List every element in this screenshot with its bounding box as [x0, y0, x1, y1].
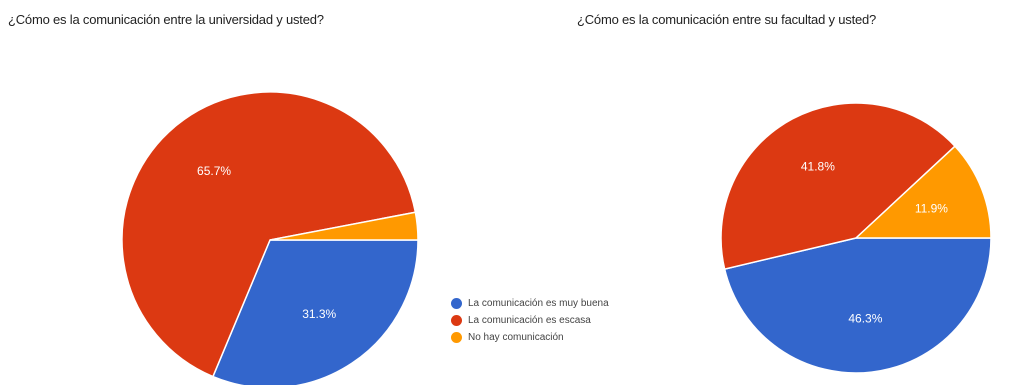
pie-chart-universidad: 31.3% 65.7% — [121, 91, 419, 385]
chart-title-universidad: ¿Cómo es la comunicación entre la univer… — [8, 12, 324, 27]
universidad-slice-no-hay — [269, 211, 419, 241]
legend-label-escasa: La comunicación es escasa — [468, 315, 591, 326]
universidad-label-muy-buena: 31.3% — [302, 307, 336, 321]
legend-item-escasa: La comunicación es escasa — [451, 312, 609, 329]
facultad-slice-escasa — [720, 102, 957, 271]
universidad-slice-escasa — [121, 91, 417, 378]
legend-label-muy-buena: La comunicación es muy buena — [468, 298, 609, 309]
pie-chart-facultad: 46.3% 41.8% 11.9% — [720, 102, 992, 374]
facultad-slice-no-hay — [854, 145, 992, 239]
chart-legend: La comunicación es muy buena La comunica… — [451, 295, 609, 346]
facultad-label-no-hay: 11.9% — [915, 201, 948, 215]
facultad-label-muy-buena: 46.3% — [848, 311, 882, 325]
legend-item-muy-buena: La comunicación es muy buena — [451, 295, 609, 312]
universidad-slice-muy-buena — [211, 239, 419, 385]
legend-marker-no-hay — [451, 332, 462, 343]
chart-title-facultad: ¿Cómo es la comunicación entre su facult… — [577, 12, 877, 27]
legend-item-no-hay: No hay comunicación — [451, 329, 609, 346]
universidad-label-escasa: 65.7% — [197, 164, 231, 178]
facultad-slice-muy-buena — [723, 237, 992, 374]
legend-label-no-hay: No hay comunicación — [468, 332, 564, 343]
facultad-label-escasa: 41.8% — [801, 160, 835, 174]
legend-marker-escasa — [451, 315, 462, 326]
legend-marker-muy-buena — [451, 298, 462, 309]
